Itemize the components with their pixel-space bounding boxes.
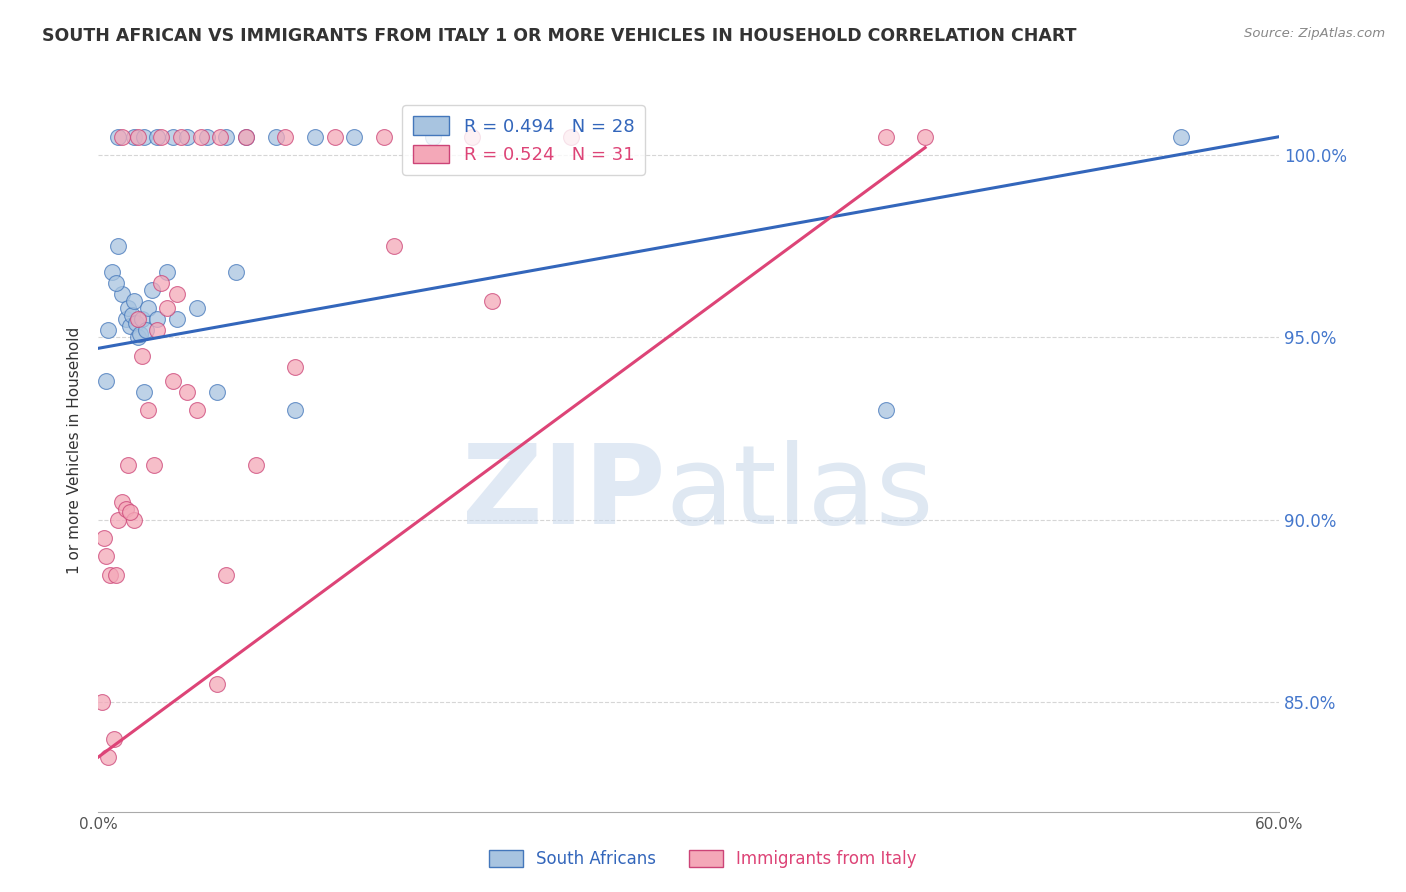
Y-axis label: 1 or more Vehicles in Household: 1 or more Vehicles in Household [67,326,83,574]
Point [111,286,134,301]
Point [481,293,503,308]
Point [107,239,129,253]
Point [560,129,582,144]
Point [209,129,232,144]
Point [122,293,145,308]
Point [98,567,121,582]
Point [186,403,208,417]
Point [96,549,118,564]
Point [131,349,153,363]
Point [111,494,134,508]
Point [146,129,169,144]
Legend: South Africans, Immigrants from Italy: South Africans, Immigrants from Italy [482,843,924,875]
Point [186,301,208,315]
Point [103,731,125,746]
Point [107,129,129,144]
Point [127,330,149,344]
Point [215,129,238,144]
Point [166,312,188,326]
Point [101,265,124,279]
Point [382,239,405,253]
Point [235,129,257,144]
Point [274,129,297,144]
Point [115,501,138,516]
Point [162,129,184,144]
Point [118,506,141,520]
Point [343,129,366,144]
Point [373,129,395,144]
Point [146,312,169,326]
Point [117,301,139,315]
Point [162,374,184,388]
Point [127,312,149,326]
Point [914,129,936,144]
Point [93,531,115,545]
Point [132,129,155,144]
Point [107,513,129,527]
Point [131,312,153,326]
Point [245,458,267,472]
Point [176,385,198,400]
Point [97,323,120,337]
Point [91,695,114,709]
Point [97,750,120,764]
Point [136,403,159,417]
Point [205,677,228,691]
Point [150,276,173,290]
Point [304,129,326,144]
Point [284,403,307,417]
Point [264,129,287,144]
Point [127,129,149,144]
Point [146,323,169,337]
Point [215,567,238,582]
Point [122,129,145,144]
Point [132,385,155,400]
Legend: R = 0.494   N = 28, R = 0.524   N = 31: R = 0.494 N = 28, R = 0.524 N = 31 [402,105,645,175]
Point [96,374,118,388]
Point [323,129,346,144]
Point [105,276,128,290]
Point [235,129,257,144]
Point [1170,129,1192,144]
Point [461,129,484,144]
Point [118,319,141,334]
Point [166,286,188,301]
Point [195,129,218,144]
Point [121,309,143,323]
Point [284,359,307,374]
Point [156,301,179,315]
Point [125,316,148,330]
Text: ZIP: ZIP [463,441,665,548]
Point [170,129,193,144]
Point [875,129,897,144]
Point [422,129,444,144]
Point [225,265,247,279]
Point [156,265,179,279]
Point [150,129,173,144]
Point [128,326,150,341]
Point [142,458,165,472]
Point [875,403,897,417]
Point [122,513,145,527]
Point [117,458,139,472]
Text: SOUTH AFRICAN VS IMMIGRANTS FROM ITALY 1 OR MORE VEHICLES IN HOUSEHOLD CORRELATI: SOUTH AFRICAN VS IMMIGRANTS FROM ITALY 1… [42,27,1077,45]
Text: Source: ZipAtlas.com: Source: ZipAtlas.com [1244,27,1385,40]
Text: atlas: atlas [665,441,934,548]
Point [205,385,228,400]
Point [135,323,157,337]
Point [115,312,138,326]
Point [136,301,159,315]
Point [190,129,212,144]
Point [176,129,198,144]
Point [141,283,163,297]
Point [105,567,128,582]
Point [111,129,134,144]
